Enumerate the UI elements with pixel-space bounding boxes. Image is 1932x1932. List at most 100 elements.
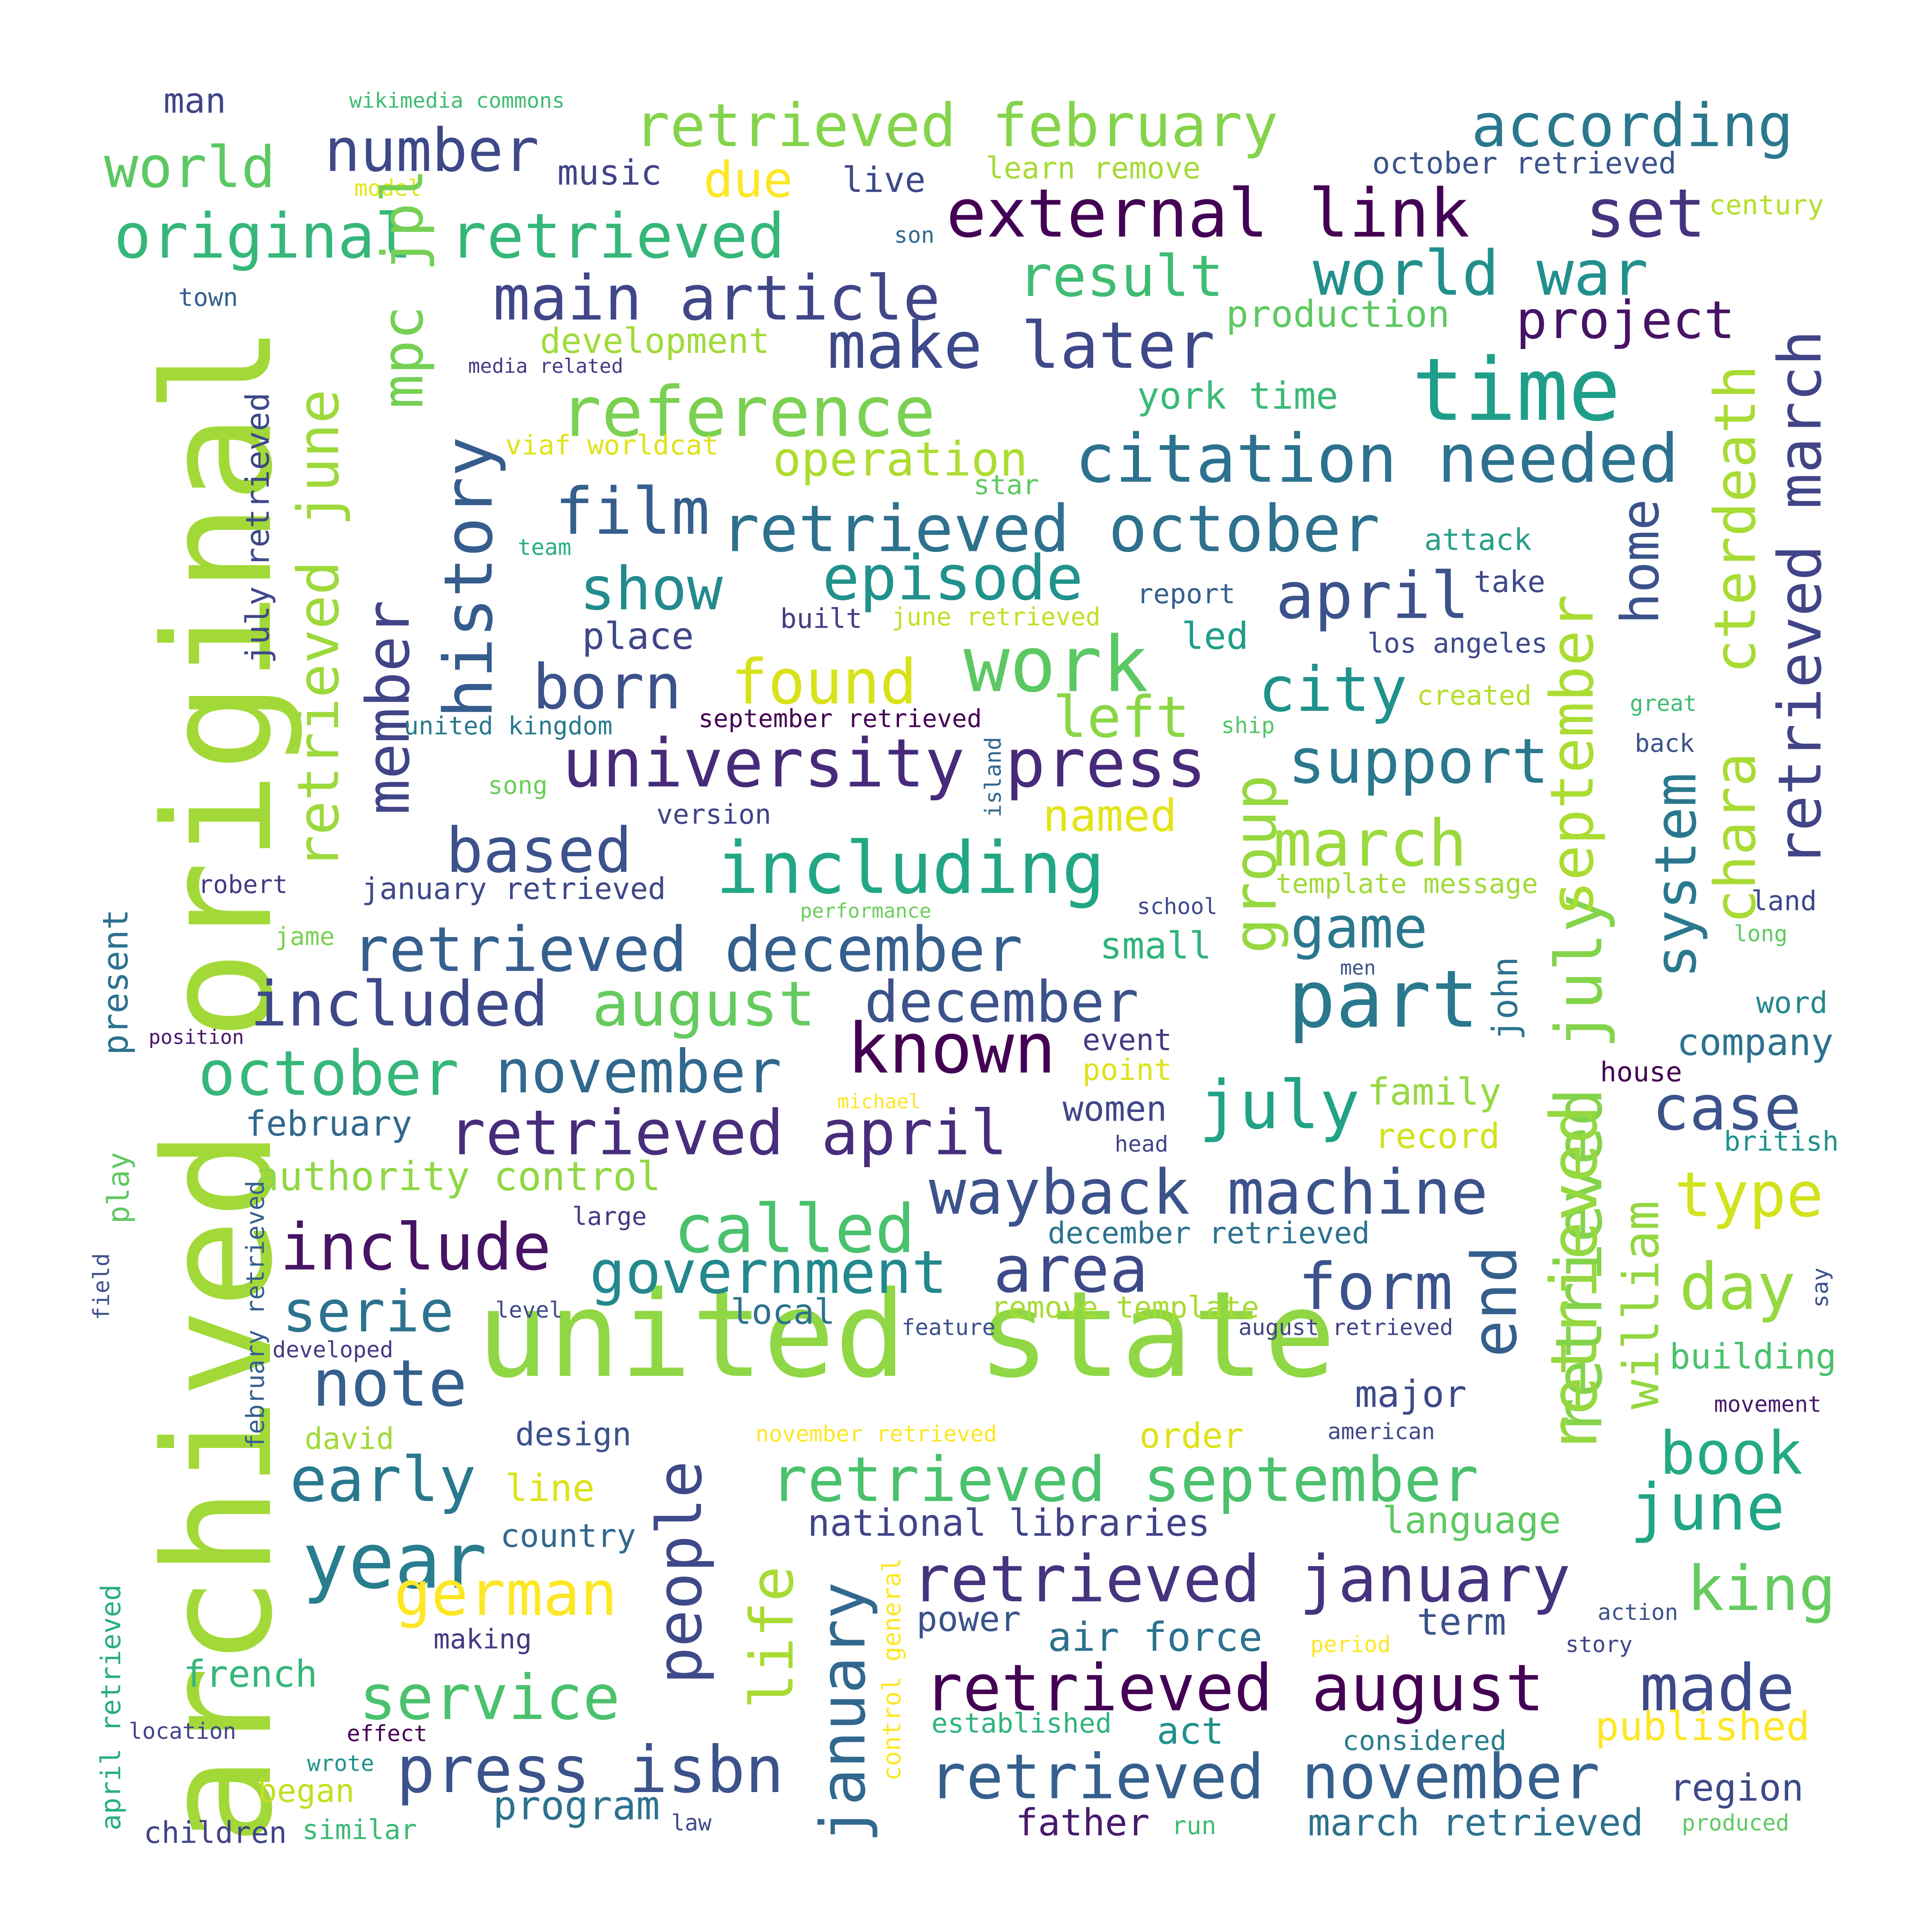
word-include: include xyxy=(279,1211,552,1286)
word-external-link: external link xyxy=(946,174,1470,253)
word-remove-template: remove template xyxy=(990,1290,1259,1325)
word-jame: jame xyxy=(275,921,335,951)
word-city: city xyxy=(1258,654,1408,726)
word-history: history xyxy=(429,436,508,719)
word-learn-remove: learn remove xyxy=(986,151,1201,186)
word-people: people xyxy=(644,1461,716,1685)
word-music: music xyxy=(557,152,662,193)
word-life: life xyxy=(738,1566,808,1709)
word-game: game xyxy=(1290,894,1428,961)
word-french: french xyxy=(183,1653,318,1697)
word-attack: attack xyxy=(1424,522,1532,558)
word-year: year xyxy=(302,1516,487,1607)
word-published: published xyxy=(1595,1703,1810,1750)
word-feature: feature xyxy=(901,1315,996,1342)
word-government: government xyxy=(589,1238,948,1308)
word-work: work xyxy=(963,619,1148,710)
word-established: established xyxy=(931,1709,1112,1740)
word-play: play xyxy=(101,1152,137,1224)
word-making: making xyxy=(433,1625,532,1656)
word-wayback-machine: wayback machine xyxy=(929,1157,1488,1229)
word-november-retrieved: november retrieved xyxy=(755,1422,997,1448)
word-form: form xyxy=(1298,1251,1453,1325)
word-program: program xyxy=(493,1782,660,1829)
word-produced: produced xyxy=(1682,1810,1789,1837)
word-university-press: university press xyxy=(562,724,1207,803)
word-make-later: make later xyxy=(827,310,1215,384)
word-location: location xyxy=(128,1719,237,1745)
word-june: june xyxy=(1630,1471,1785,1546)
word-design: design xyxy=(515,1416,632,1454)
word-book: book xyxy=(1659,1419,1803,1489)
word-system: system xyxy=(1642,772,1709,978)
word-including: including xyxy=(716,826,1105,911)
word-place: place xyxy=(582,615,694,659)
word-area: area xyxy=(993,1233,1148,1308)
word-line: line xyxy=(505,1467,595,1511)
word-considered: considered xyxy=(1342,1726,1507,1758)
word-men: men xyxy=(1340,956,1376,980)
word-back: back xyxy=(1634,728,1695,758)
word-production: production xyxy=(1226,293,1450,337)
word-viaf-worldcat: viaf worldcat xyxy=(505,431,719,462)
word-left: left xyxy=(1052,683,1190,751)
word-began: began xyxy=(257,1773,355,1811)
word-similar: similar xyxy=(302,1815,417,1847)
word-large: large xyxy=(572,1201,647,1231)
word-found: found xyxy=(730,646,917,719)
word-made: made xyxy=(1640,1652,1795,1727)
word-power: power xyxy=(916,1599,1021,1640)
word-project: project xyxy=(1516,289,1735,351)
word-serie: serie xyxy=(282,1278,454,1345)
word-town: town xyxy=(178,282,238,312)
word-end: end xyxy=(1459,1245,1531,1358)
word-april-retrieved: april retrieved xyxy=(96,1584,128,1831)
word-period: period xyxy=(1310,1632,1391,1659)
word-operation: operation xyxy=(772,432,1028,487)
word-field: field xyxy=(89,1253,115,1320)
word-january-retrieved: january retrieved xyxy=(361,872,666,907)
word-national-libraries: national libraries xyxy=(807,1502,1210,1546)
word-ship: ship xyxy=(1221,713,1275,740)
word-retrieved-june: retrieved june xyxy=(285,389,352,869)
word-century: century xyxy=(1709,191,1824,222)
word-york-time: york time xyxy=(1137,375,1338,419)
word-wikimedia-commons: wikimedia commons xyxy=(349,89,565,114)
word-major: major xyxy=(1355,1373,1467,1417)
word-note: note xyxy=(312,1347,468,1422)
word-part: part xyxy=(1288,955,1479,1047)
word-long: long xyxy=(1734,921,1788,948)
word-star: star xyxy=(973,471,1039,502)
word-air-force: air force xyxy=(1048,1613,1263,1661)
word-main-article: main article xyxy=(493,262,941,334)
word-german: german xyxy=(394,1558,618,1630)
word-building: building xyxy=(1669,1336,1837,1377)
word-type: type xyxy=(1674,1159,1824,1231)
word-version: version xyxy=(656,800,772,831)
word-built: built xyxy=(780,604,863,635)
word-february: february xyxy=(245,1103,413,1145)
word-term: term xyxy=(1416,1601,1507,1645)
word-retrieved-december: retrieved december xyxy=(352,914,1023,986)
word-september: september xyxy=(1538,594,1608,917)
word-model: model xyxy=(354,176,422,202)
word-son: son xyxy=(894,223,935,249)
word-support: support xyxy=(1288,726,1549,798)
word-media-related: media related xyxy=(468,354,623,378)
word-small: small xyxy=(1100,925,1212,969)
word-law: law xyxy=(671,1810,712,1837)
word-los-angeles: los angeles xyxy=(1367,629,1548,660)
word-event: event xyxy=(1082,1023,1172,1058)
word-children: children xyxy=(143,1815,287,1850)
word-women: women xyxy=(1062,1088,1167,1130)
word-march-retrieved: march retrieved xyxy=(1308,1802,1643,1846)
word-included: included xyxy=(250,968,549,1041)
word-due: due xyxy=(703,152,793,210)
word-present: present xyxy=(95,909,137,1055)
word-led: led xyxy=(1181,615,1249,659)
word-family: family xyxy=(1367,1071,1502,1115)
word-press-isbn: press isbn xyxy=(396,1734,784,1808)
word-company: company xyxy=(1677,1021,1834,1065)
word-david: david xyxy=(304,1422,395,1457)
